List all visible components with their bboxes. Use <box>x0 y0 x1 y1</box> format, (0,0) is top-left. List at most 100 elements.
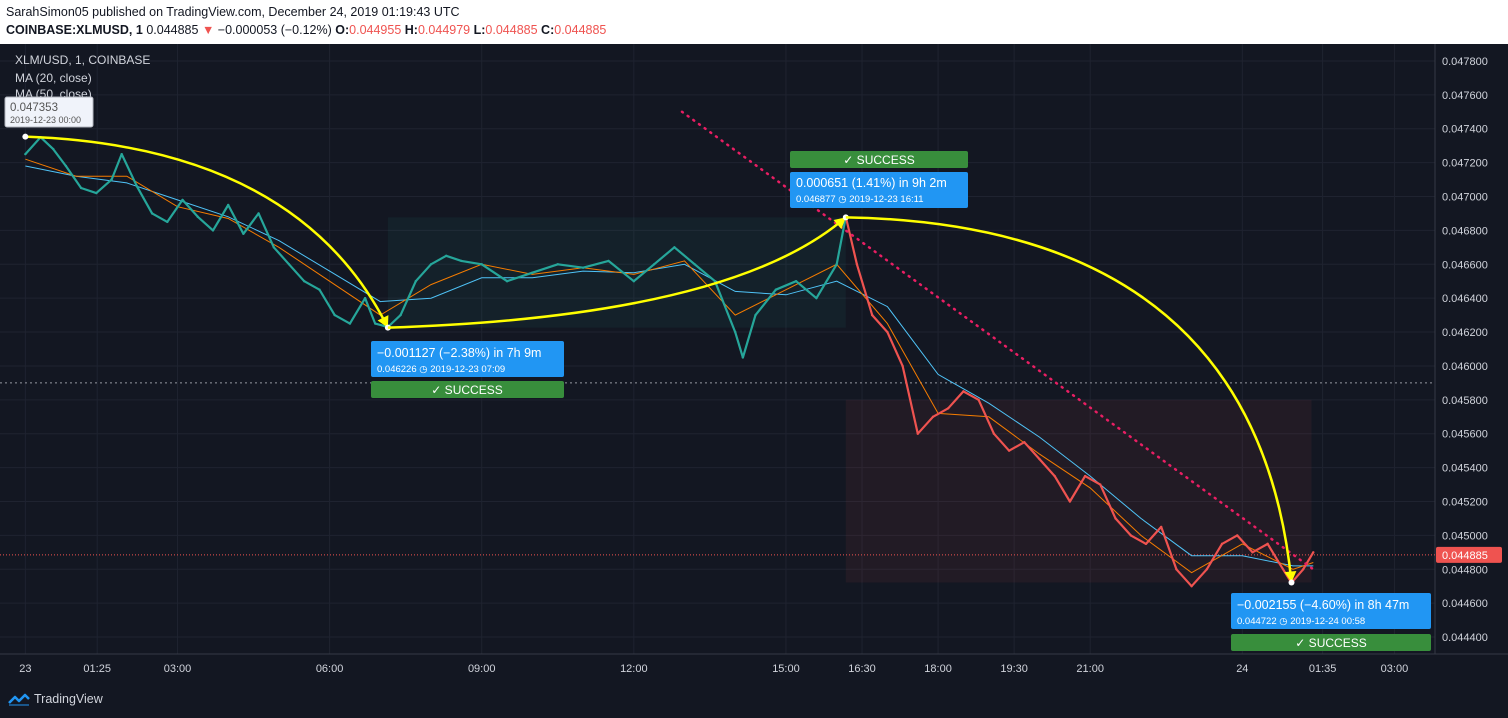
publish-info: SarahSimon05 published on TradingView.co… <box>6 5 460 19</box>
arrow-head-icon <box>833 217 846 230</box>
price-point <box>1114 517 1117 520</box>
start-price-label[interactable]: 0.047353 2019-12-23 00:00 <box>4 96 94 128</box>
time-tick-label: 06:00 <box>316 663 344 675</box>
open-label: O: <box>335 23 350 37</box>
time-tick-label: 03:00 <box>164 663 192 675</box>
legend: XLM/USD, 1, COINBASE MA (20, close) MA (… <box>15 53 150 101</box>
price-point <box>1083 474 1087 478</box>
price-point <box>1175 568 1178 571</box>
price-point <box>166 220 169 224</box>
price-tick-label: 0.044400 <box>1442 632 1488 644</box>
price-point <box>741 356 745 359</box>
measure-arrow <box>25 135 390 329</box>
price-point <box>1068 500 1072 503</box>
price-point <box>1099 483 1102 486</box>
price-tick-label: 0.046200 <box>1442 327 1488 339</box>
price-point <box>1144 542 1148 546</box>
price-point <box>713 280 717 283</box>
measure-change-2: 0.000651 (1.41%) in 9h 2m <box>796 176 947 190</box>
tradingview-brand[interactable]: TradingView <box>8 692 103 706</box>
time-tick-label: 16:30 <box>848 663 876 675</box>
ma20-line <box>25 158 1314 574</box>
price-point <box>1007 449 1011 452</box>
measure-change-1: −0.001127 (−2.38%) in 7h 9m <box>377 346 541 360</box>
start-price-value: 0.047353 <box>10 102 58 114</box>
price-point <box>1220 542 1224 546</box>
anchor-point[interactable] <box>22 133 29 140</box>
price-point <box>673 246 676 249</box>
measure-label-2[interactable]: ✓ SUCCESS 0.000651 (1.41%) in 9h 2m 0.04… <box>790 151 968 208</box>
price-point <box>52 147 55 151</box>
price-point <box>333 313 336 317</box>
chart-grid <box>0 44 1435 654</box>
price-point <box>1038 457 1041 461</box>
success-badge-2: ✓ SUCCESS <box>843 153 914 167</box>
price-change: −0.000053 (−0.12%) <box>217 23 332 37</box>
measure-change-3: −0.002155 (−4.60%) in 8h 47m <box>1237 598 1409 612</box>
current-price-badge: 0.044885 <box>1436 546 1502 563</box>
time-tick-label: 01:25 <box>83 663 111 675</box>
low-label: L: <box>473 23 486 37</box>
price-point <box>992 432 996 435</box>
measure-arrow <box>845 216 1293 583</box>
price-chart[interactable]: 0.047800 0.047600 0.047400 0.047200 0.047000… <box>0 44 1508 682</box>
tradingview-logo-icon <box>8 693 30 706</box>
price-point <box>95 191 98 195</box>
time-tick-label: 01:35 <box>1309 663 1337 675</box>
price-point <box>607 259 610 263</box>
price-point <box>962 390 965 393</box>
price-point <box>242 232 245 235</box>
price-tick-label: 0.045000 <box>1442 530 1488 542</box>
price-point <box>1266 542 1269 546</box>
time-tick-label: 24 <box>1236 663 1248 675</box>
price-point <box>693 263 696 266</box>
price-point <box>374 322 377 325</box>
price-point <box>348 322 352 325</box>
price-point <box>303 280 306 283</box>
price-point <box>505 280 509 283</box>
publish-header: SarahSimon05 published on TradingView.co… <box>0 0 1508 44</box>
price-point <box>1129 534 1132 537</box>
anchor-point[interactable] <box>1288 579 1295 586</box>
arrows-group <box>22 133 1297 586</box>
legend-title[interactable]: XLM/USD, 1, COINBASE <box>15 53 150 67</box>
price-point <box>1312 551 1315 554</box>
price-line-up <box>24 136 847 359</box>
measure-label-1[interactable]: −0.001127 (−2.38%) in 7h 9m 0.046226 ◷ 2… <box>371 341 564 398</box>
time-axis[interactable]: 23 01:25 03:00 06:00 09:00 12:00 15:00 16:30 18:… <box>19 663 1408 675</box>
ohlc-line: COINBASE:XLMUSD, 1 0.044885 ▼ −0.000053 … <box>6 23 606 37</box>
legend-ma20[interactable]: MA (20, close) <box>15 71 92 85</box>
price-point <box>24 152 27 156</box>
price-tick-label: 0.045400 <box>1442 463 1488 475</box>
time-tick-label: 09:00 <box>468 663 496 675</box>
open-value: 0.044955 <box>349 23 402 37</box>
success-badge-3: ✓ SUCCESS <box>1295 636 1366 650</box>
price-point <box>632 280 636 283</box>
price-tick-label: 0.046800 <box>1442 225 1488 237</box>
price-point <box>1159 525 1163 529</box>
price-point <box>855 263 859 266</box>
symbol-label[interactable]: COINBASE:XLMUSD, 1 <box>6 23 143 37</box>
price-point <box>870 313 874 317</box>
price-axis[interactable]: 0.047800 0.047600 0.047400 0.047200 0.047000… <box>1442 56 1488 644</box>
high-value: 0.044979 <box>417 23 471 37</box>
measure-arrow <box>387 216 847 329</box>
price-point <box>414 280 417 283</box>
price-point <box>1190 585 1193 588</box>
price-tick-label: 0.047400 <box>1442 124 1488 136</box>
price-point <box>886 330 889 334</box>
price-point <box>835 263 838 266</box>
high-label: H: <box>404 23 418 37</box>
price-point <box>79 186 83 190</box>
price-tick-label: 0.046000 <box>1442 361 1488 373</box>
price-point <box>1053 474 1056 478</box>
price-point <box>460 259 463 263</box>
low-value: 0.044885 <box>485 23 538 37</box>
price-tick-label: 0.047000 <box>1442 192 1488 204</box>
price-point <box>257 212 260 215</box>
measure-label-3[interactable]: −0.002155 (−4.60%) in 8h 47m 0.044722 ◷ … <box>1231 593 1431 651</box>
price-point <box>211 229 215 232</box>
price-point <box>531 271 534 274</box>
price-point <box>399 313 402 317</box>
